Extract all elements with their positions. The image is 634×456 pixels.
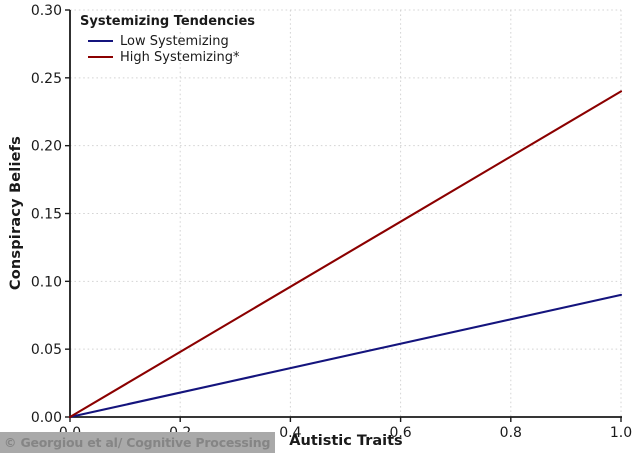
legend-item-low-systemizing: Low Systemizing <box>80 33 255 49</box>
legend: Systemizing Tendencies Low Systemizing H… <box>80 13 255 65</box>
y-tick-label: 0.00 <box>31 410 62 426</box>
low-systemizing-line-swatch <box>88 40 113 42</box>
watermark-credit: © Georgiou et al/ Cognitive Processing <box>0 432 276 453</box>
low-systemizing-line <box>68 293 623 419</box>
y-tick-label: 0.05 <box>31 342 62 358</box>
legend-label-high-systemizing: High Systemizing* <box>120 49 240 65</box>
y-tick-label: 0.15 <box>31 207 62 223</box>
y-tick-label: 0.25 <box>31 71 62 87</box>
x-axis-label: Autistic Traits <box>289 433 403 449</box>
y-axis-label: Conspiracy Beliefs <box>8 136 24 291</box>
legend-title: Systemizing Tendencies <box>80 14 256 29</box>
high-systemizing-line-swatch <box>88 56 113 58</box>
y-tick-label: 0.30 <box>31 3 62 19</box>
y-tick-label: 0.10 <box>31 274 62 290</box>
legend-label-low-systemizing: Low Systemizing <box>120 33 229 49</box>
x-tick-label: 0.4 <box>279 425 301 441</box>
y-axis-label-wrap: Conspiracy Beliefs <box>4 10 28 417</box>
y-tick-label: 0.20 <box>31 139 62 155</box>
x-tick-label: 0.6 <box>389 425 411 441</box>
high-systemizing-line <box>68 90 623 419</box>
x-tick-label: 1.0 <box>610 425 632 441</box>
legend-item-high-systemizing: High Systemizing* <box>80 49 255 65</box>
x-tick-label: 0.8 <box>500 425 522 441</box>
